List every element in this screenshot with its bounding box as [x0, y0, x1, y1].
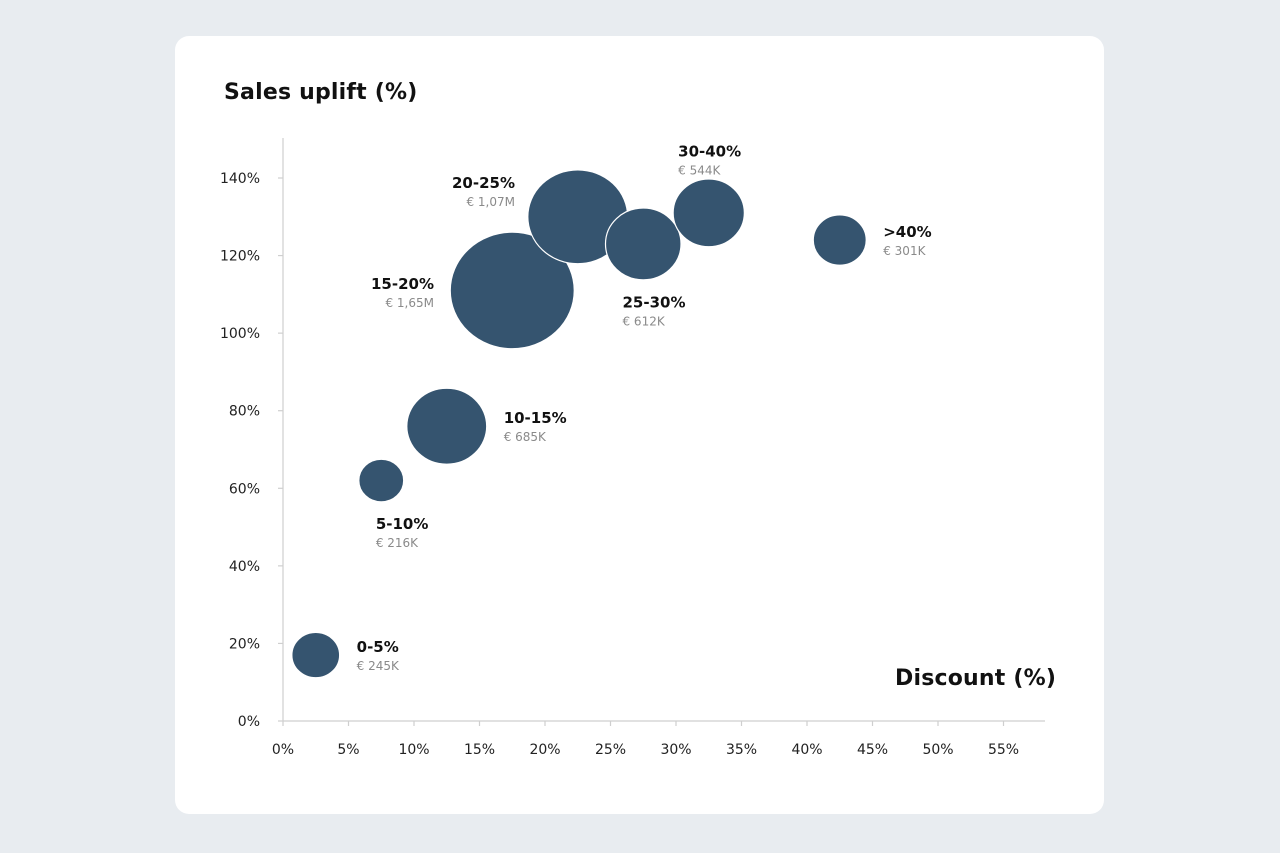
- x-tick-label: 10%: [398, 742, 429, 758]
- bubble: [604, 207, 682, 281]
- chart-card: [175, 36, 1104, 814]
- bubble: [672, 178, 745, 248]
- bubble-value-label: € 245K: [357, 659, 400, 673]
- x-tick-label: 15%: [464, 742, 495, 758]
- x-tick-label: 35%: [726, 742, 757, 758]
- x-tick-label: 50%: [922, 742, 953, 758]
- bubble-value-label: € 301K: [883, 244, 926, 258]
- bubble-category-label: >40%: [883, 223, 931, 241]
- bubble-value-label: € 1,65M: [385, 296, 434, 310]
- bubble-value-label: € 685K: [504, 430, 547, 444]
- y-axis-title: Sales uplift (%): [224, 80, 418, 105]
- y-tick-label: 100%: [220, 326, 260, 342]
- x-tick-label: 55%: [988, 742, 1019, 758]
- x-tick-label: 5%: [337, 742, 359, 758]
- bubble-category-label: 20-25%: [452, 174, 515, 192]
- bubble-category-label: 25-30%: [622, 294, 685, 312]
- y-tick-label: 60%: [229, 481, 260, 497]
- bubble-value-label: € 544K: [678, 163, 721, 177]
- y-tick-label: 0%: [238, 714, 260, 730]
- y-tick-label: 40%: [229, 559, 260, 575]
- bubble: [358, 458, 405, 503]
- bubble-value-label: € 216K: [376, 536, 419, 550]
- bubble: [291, 631, 341, 679]
- x-axis-title: Discount (%): [895, 666, 1057, 691]
- y-tick-label: 140%: [220, 171, 260, 187]
- x-tick-label: 20%: [529, 742, 560, 758]
- bubble: [449, 231, 575, 350]
- bubble-category-label: 0-5%: [357, 638, 399, 656]
- bubble-category-label: 10-15%: [504, 409, 567, 427]
- bubble-category-label: 5-10%: [376, 515, 429, 533]
- x-tick-label: 25%: [595, 742, 626, 758]
- y-tick-label: 20%: [229, 636, 260, 652]
- bubble-value-label: € 612K: [622, 315, 665, 329]
- bubble-value-label: € 1,07M: [466, 195, 515, 209]
- y-tick-label: 80%: [229, 404, 260, 420]
- x-tick-label: 45%: [857, 742, 888, 758]
- bubble: [406, 387, 488, 465]
- bubble-category-label: 15-20%: [371, 275, 434, 293]
- bubble: [812, 214, 867, 266]
- x-tick-label: 30%: [660, 742, 691, 758]
- y-tick-label: 120%: [220, 249, 260, 265]
- x-tick-label: 0%: [272, 742, 294, 758]
- x-tick-label: 40%: [791, 742, 822, 758]
- bubble-category-label: 30-40%: [678, 142, 741, 160]
